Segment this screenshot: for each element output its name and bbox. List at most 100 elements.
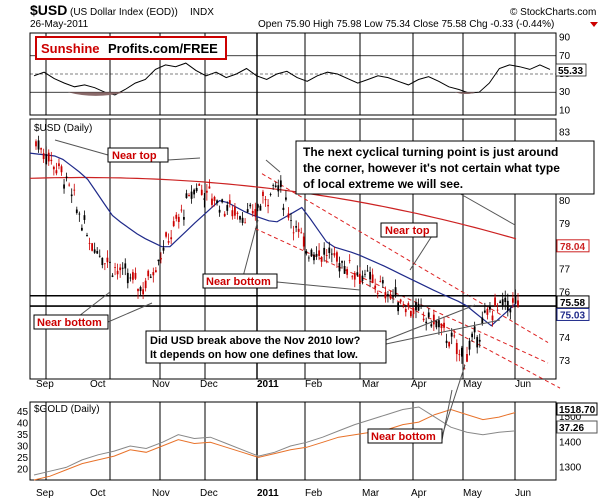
candle-body — [302, 236, 305, 247]
candle-body — [409, 310, 412, 317]
svg-text:Near bottom: Near bottom — [371, 431, 436, 443]
candle-body — [109, 261, 111, 263]
candle-body — [200, 189, 203, 195]
candle-body — [310, 249, 313, 257]
x-tick-label-lower: Nov — [152, 488, 170, 499]
candle-body — [440, 323, 443, 329]
candle-body — [96, 250, 99, 254]
gold-tick-label: 1300 — [559, 462, 582, 473]
candle-body — [231, 210, 234, 217]
candle-body — [356, 272, 359, 276]
candle-body — [387, 294, 389, 296]
candle-body — [417, 303, 420, 311]
candle-body — [499, 301, 502, 304]
candle-body — [52, 166, 55, 170]
candle-body — [315, 253, 318, 257]
price-tag-box — [556, 307, 590, 321]
ohlc-readout: Open 75.90 High 75.98 Low 75.34 Close 75… — [258, 19, 554, 30]
candle-body — [177, 216, 180, 222]
candle-body — [60, 166, 63, 173]
candle-body — [481, 317, 484, 324]
candle-body — [463, 368, 466, 370]
cyclical-note: The next cyclical turning point is just … — [295, 140, 595, 195]
ma-short-line — [29, 152, 517, 327]
brand-sunshine: Sunshine — [41, 41, 100, 56]
candle-body — [504, 297, 507, 303]
candle-body — [40, 148, 43, 150]
candle-body — [264, 199, 267, 201]
candle-body — [438, 320, 440, 328]
candle-body — [244, 222, 247, 224]
candle-body — [42, 153, 45, 160]
candle-body — [453, 335, 456, 337]
index-name: (US Dollar Index (EOD)) — [70, 7, 178, 18]
candle-body — [144, 280, 147, 289]
candle-body — [282, 207, 285, 211]
near-bottom-3: Near bottom — [367, 428, 443, 444]
candle-body — [195, 187, 198, 192]
rsi-tick-label: 70 — [559, 51, 571, 62]
candle-body — [147, 270, 150, 277]
candle-body — [506, 300, 509, 311]
candle-body — [369, 271, 371, 280]
candle-body — [394, 287, 397, 297]
candle-body — [443, 322, 445, 328]
annotation-arrow — [385, 304, 476, 341]
candle-body — [379, 281, 382, 282]
candle-body — [392, 296, 394, 298]
candle-body — [211, 198, 213, 205]
candle-body — [124, 263, 127, 269]
rsi-oversold-fill — [68, 92, 125, 96]
candle-body — [55, 170, 58, 174]
candle-body — [106, 257, 109, 263]
x-tick-label-upper: 2011 — [257, 379, 279, 390]
gold-panel — [29, 401, 557, 481]
x-tick-label-lower: Dec — [200, 488, 218, 499]
price-tick-label: 77 — [559, 265, 571, 276]
candle-body — [58, 163, 60, 167]
svg-text:Near top: Near top — [385, 225, 430, 237]
candle-body — [86, 235, 88, 237]
x-tick-label-lower: Jun — [515, 488, 531, 499]
price-tag-box — [556, 239, 590, 253]
annotation-arrow — [54, 139, 109, 156]
x-tick-label-lower: 2011 — [257, 488, 279, 499]
date-label: 26-May-2011 — [30, 19, 89, 30]
candle-body — [478, 339, 481, 342]
candle-body — [139, 287, 142, 292]
candle-body — [167, 241, 170, 243]
rsi-value-tag — [555, 63, 587, 77]
annotation-arrow — [385, 319, 501, 345]
candle-body — [389, 294, 392, 299]
candle-body — [132, 272, 134, 280]
candle-body — [142, 289, 145, 295]
candle-body — [295, 226, 298, 228]
candle-body — [93, 249, 96, 253]
x-tick-label-upper: Feb — [305, 379, 323, 390]
candle-body — [509, 309, 512, 313]
gold-panel-label: $GOLD (Daily) — [34, 404, 100, 415]
svg-text:Near bottom: Near bottom — [37, 317, 102, 329]
candle-body — [114, 267, 116, 269]
candle-body — [285, 197, 287, 200]
candle-body — [241, 217, 244, 223]
rsi-tick-label: 90 — [559, 33, 571, 44]
candle-body — [47, 152, 50, 162]
candle-body — [134, 272, 137, 279]
candle-body — [445, 340, 448, 344]
candle-body — [121, 267, 124, 269]
silver-tick-label: 40 — [17, 419, 29, 430]
rsi-value: 55.33 — [558, 66, 583, 77]
candle-body — [165, 232, 167, 237]
silver-tick-label: 45 — [17, 407, 29, 418]
candle-body — [50, 159, 53, 162]
x-tick-label-upper: Oct — [90, 379, 106, 390]
price-tag-ma50: 75.03 — [560, 310, 585, 321]
candle-body — [198, 183, 201, 186]
candle-body — [205, 190, 208, 193]
candle-body — [228, 200, 231, 204]
candle-body — [223, 213, 226, 217]
silver-tick-label: 20 — [17, 465, 29, 476]
candle-body — [170, 237, 173, 240]
candle-body — [272, 185, 275, 187]
